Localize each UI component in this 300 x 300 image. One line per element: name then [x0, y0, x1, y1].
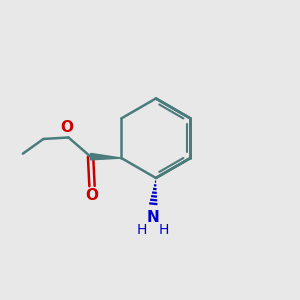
Text: O: O [85, 188, 98, 203]
Text: H: H [136, 223, 147, 237]
Text: O: O [61, 119, 74, 134]
Text: N: N [147, 210, 159, 225]
Polygon shape [90, 153, 122, 160]
Text: H: H [159, 223, 169, 237]
